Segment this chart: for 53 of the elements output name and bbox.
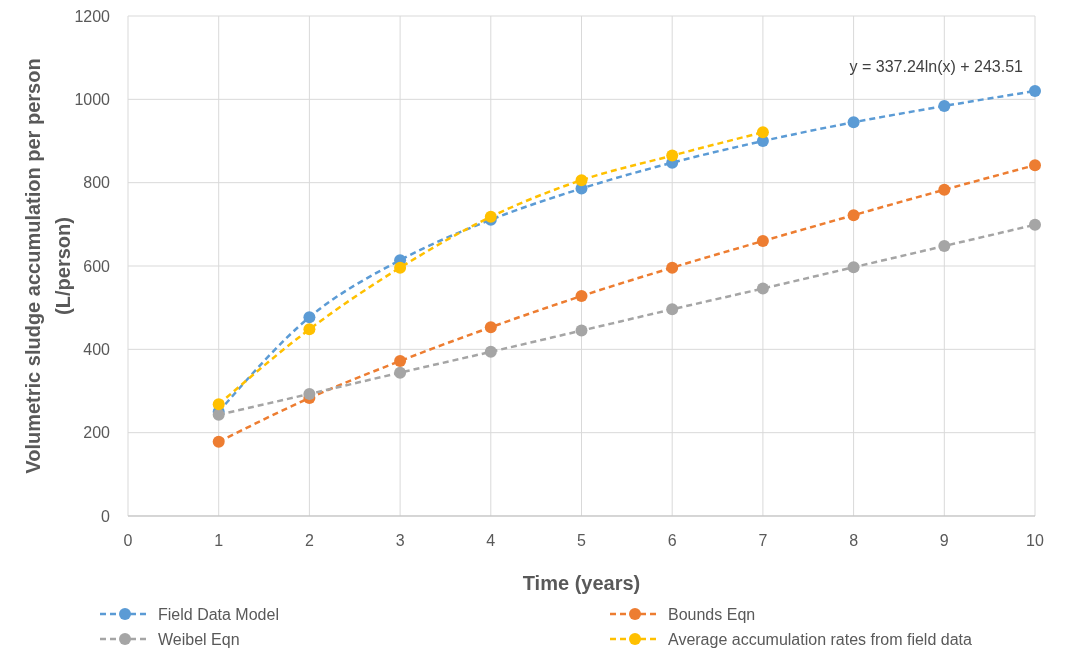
point — [847, 116, 860, 129]
x-tick-label: 0 — [123, 532, 133, 549]
x-tick-label: 8 — [849, 532, 859, 549]
point — [484, 321, 497, 334]
x-tick-label: 6 — [667, 532, 677, 549]
y-axis-title: Volumetric sludge accumulation per person (L/person) — [22, 58, 74, 474]
x-tick-label: 7 — [758, 532, 768, 549]
y-tick-label: 600 — [83, 257, 111, 275]
x-tick-label: 10 — [1026, 532, 1044, 549]
point — [756, 235, 769, 247]
point — [666, 149, 679, 162]
point — [847, 261, 860, 274]
legend-label: Weibel Eqn — [158, 630, 240, 648]
point — [303, 311, 316, 324]
point — [1029, 85, 1041, 97]
y-tick-label: 1000 — [74, 90, 111, 108]
point — [938, 183, 951, 196]
point — [666, 261, 679, 274]
annotation: y = 337.24ln(x) + 243.51 — [849, 58, 1024, 75]
point — [1029, 159, 1041, 172]
point — [394, 366, 407, 379]
legend-label: Bounds Eqn — [668, 605, 756, 623]
point — [938, 100, 951, 112]
legend-label: Average accumulation rates from field data — [668, 630, 972, 648]
point — [756, 126, 769, 139]
point — [212, 398, 225, 411]
x-tick-label: 2 — [304, 532, 314, 549]
point — [575, 324, 588, 337]
point — [575, 174, 588, 187]
point — [847, 209, 860, 222]
x-axis-title: Time (years) — [522, 572, 641, 594]
point — [1029, 218, 1041, 231]
point — [394, 261, 407, 274]
legend-label: Field Data Model — [158, 605, 279, 623]
x-tick-label: 9 — [939, 532, 949, 549]
point — [938, 240, 951, 252]
x-tick-label: 5 — [577, 532, 587, 549]
x-tick-label: 1 — [214, 532, 224, 549]
point — [303, 387, 316, 400]
point — [666, 303, 679, 316]
x-tick-label: 3 — [395, 532, 405, 549]
point — [394, 355, 407, 367]
y-tick-label: 400 — [83, 340, 111, 358]
point — [484, 345, 497, 358]
y-tick-label: 1200 — [74, 7, 111, 25]
y-tick-label: 0 — [101, 507, 111, 525]
point — [756, 282, 769, 295]
point — [575, 290, 588, 302]
point — [303, 323, 316, 336]
x-tick-label: 4 — [486, 532, 496, 549]
y-tick-label: 800 — [83, 174, 111, 192]
point — [212, 435, 225, 448]
y-tick-label: 200 — [83, 424, 111, 442]
